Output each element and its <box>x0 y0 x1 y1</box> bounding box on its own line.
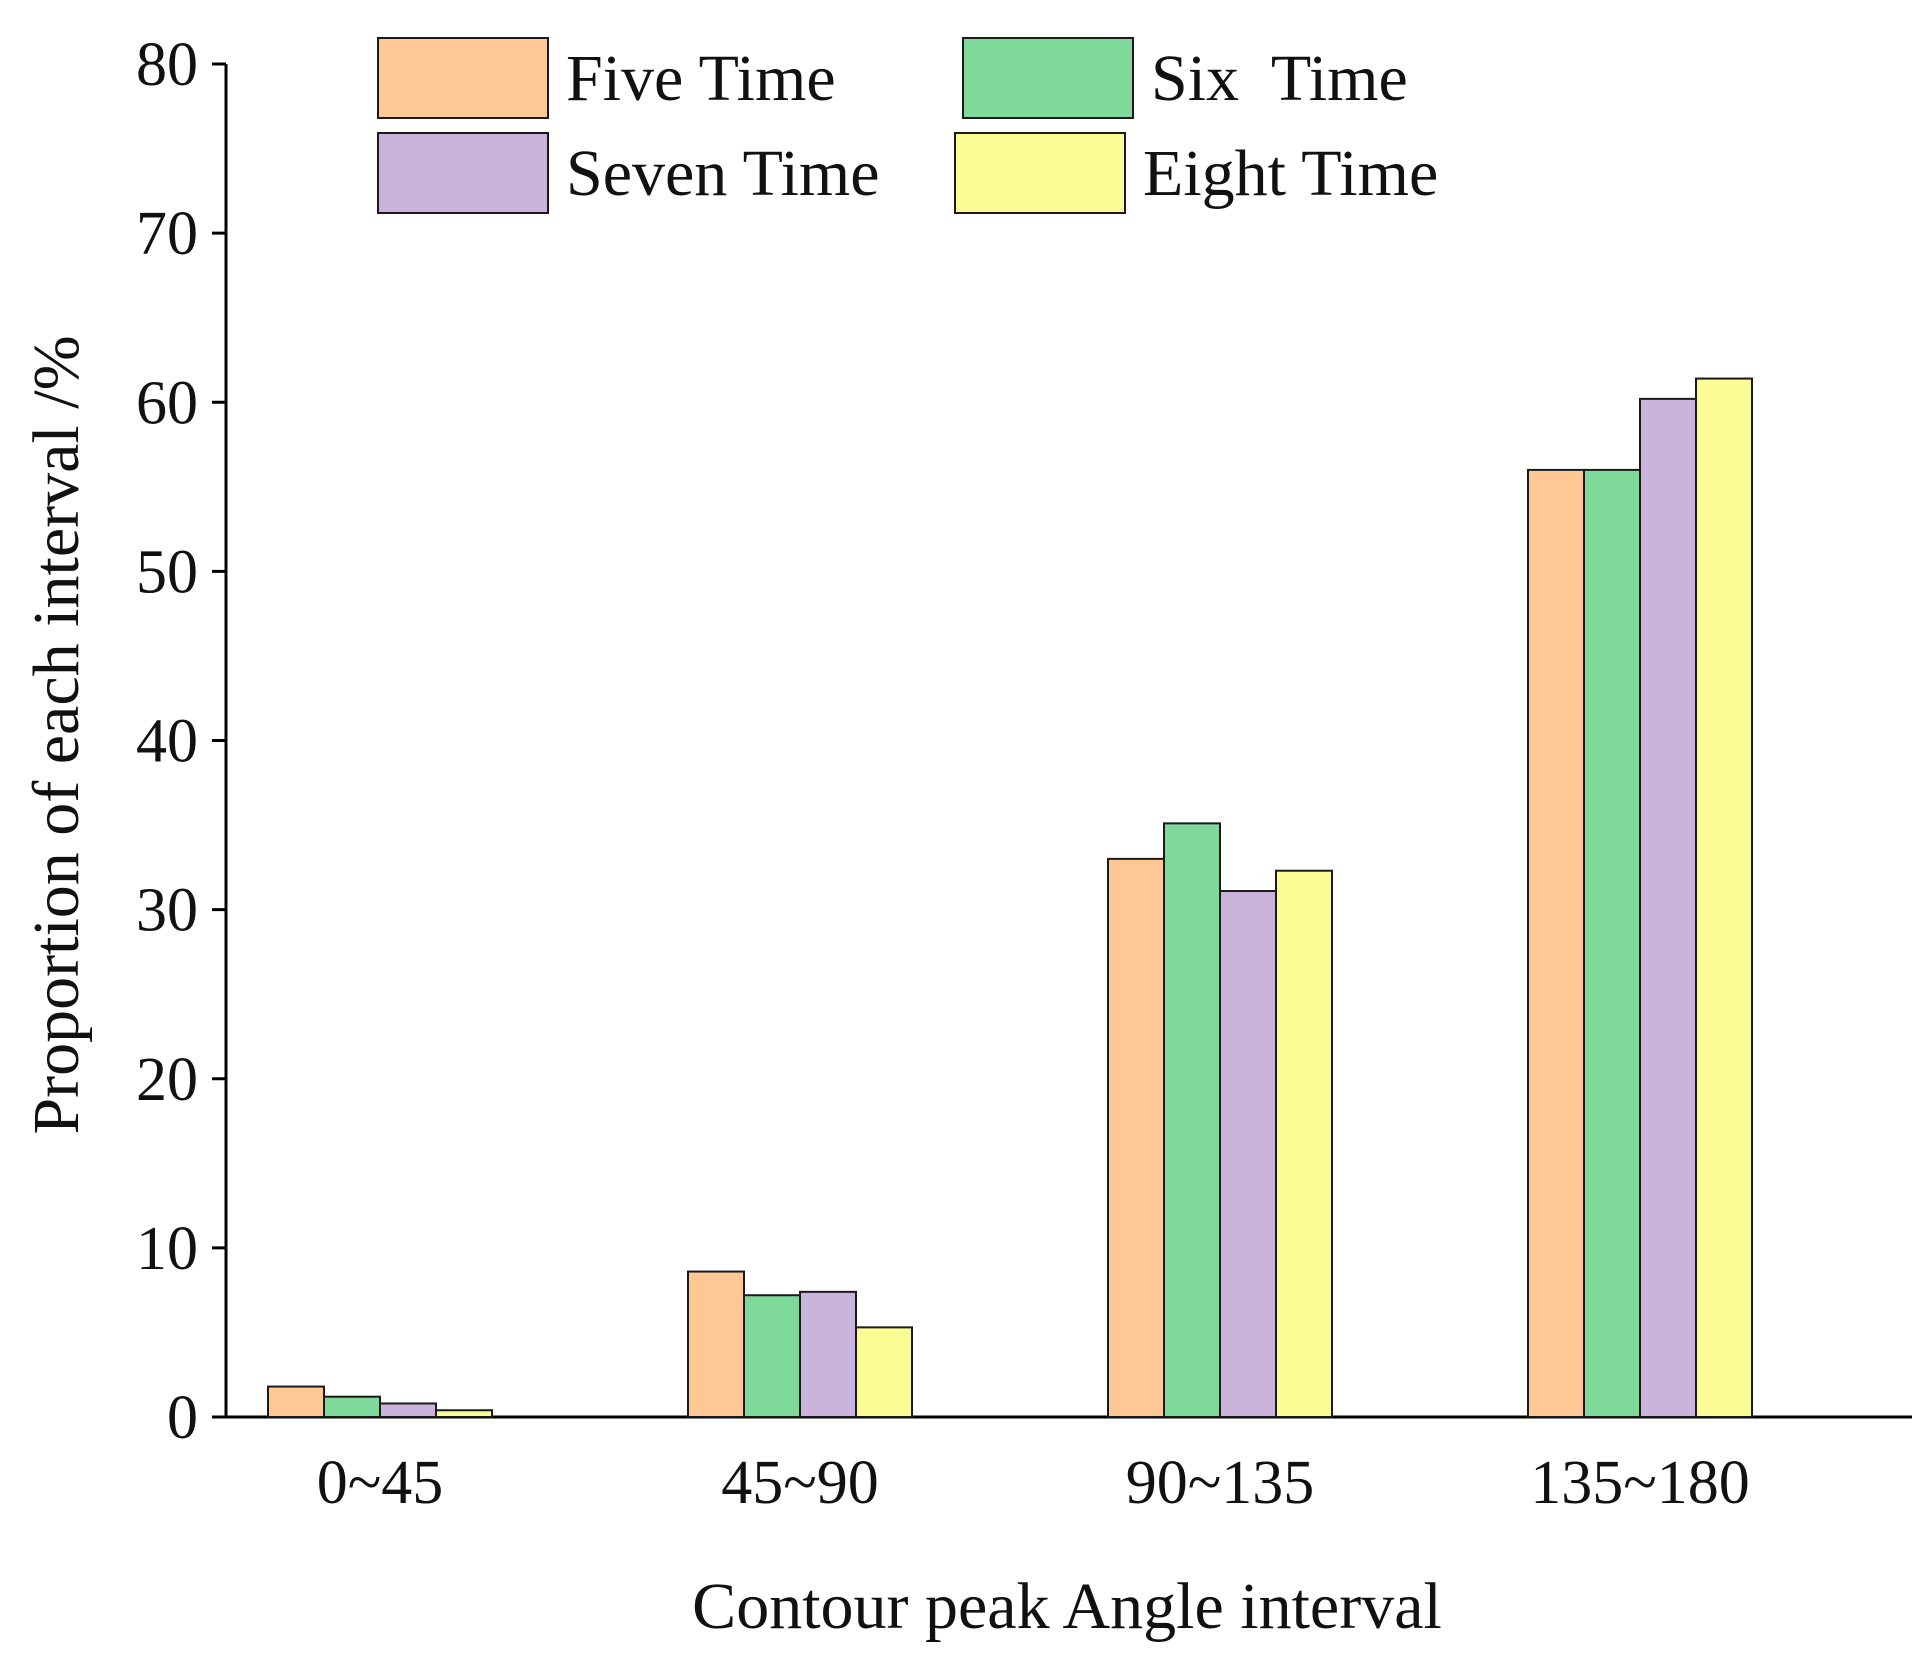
y-tick-label: 10 <box>136 1215 198 1283</box>
bar-4-1 <box>435 1409 493 1418</box>
bar-3-3 <box>1219 890 1277 1418</box>
bar-2-2 <box>743 1294 801 1418</box>
bar-1-2 <box>687 1270 745 1418</box>
bar-3-2 <box>799 1290 857 1419</box>
legend-label-3: Seven Time <box>566 137 880 210</box>
bar-4-2 <box>855 1326 913 1419</box>
x-tick-label: 0~45 <box>317 1449 444 1517</box>
bar-2-3 <box>1163 822 1221 1418</box>
legend-swatch-3 <box>377 132 549 214</box>
y-tick-label: 30 <box>136 877 198 945</box>
bar-3-4 <box>1639 397 1697 1418</box>
x-axis-title: Contour peak Angle interval <box>692 1570 1442 1643</box>
x-tick-label: 45~90 <box>721 1449 879 1517</box>
bar-4-4 <box>1695 377 1753 1418</box>
x-tick-labels: 0~45 45~90 90~135 135~180 <box>317 1449 1750 1517</box>
legend-label-2: Six Time <box>1151 42 1408 115</box>
x-tick-label: 135~180 <box>1530 1449 1750 1517</box>
y-tick-label: 80 <box>136 31 198 99</box>
y-axis-title: Proportion of each interval /% <box>20 335 93 1134</box>
bars <box>267 377 1753 1419</box>
legend-swatch-4 <box>954 132 1126 214</box>
bar-4-3 <box>1275 869 1333 1418</box>
legend-swatch-2 <box>962 37 1134 119</box>
y-tick-label: 40 <box>136 708 198 776</box>
y-tick-label: 50 <box>136 538 198 606</box>
bar-1-4 <box>1527 468 1585 1418</box>
y-tick-label: 70 <box>136 200 198 268</box>
legend-label-1: Five Time <box>566 42 836 115</box>
legend: Five Time Six Time Seven Time Eight Time <box>377 37 1438 214</box>
bar-3-1 <box>379 1402 437 1418</box>
y-tick-label: 20 <box>136 1046 198 1114</box>
bar-1-1 <box>267 1385 325 1418</box>
y-tick-labels: 0 10 20 30 40 50 60 70 80 <box>136 31 198 1452</box>
y-tick-label: 60 <box>136 369 198 437</box>
bar-1-3 <box>1107 857 1165 1418</box>
y-tick-label: 0 <box>167 1384 198 1452</box>
legend-swatch-1 <box>377 37 549 119</box>
x-tick-label: 90~135 <box>1126 1449 1315 1517</box>
bar-2-1 <box>323 1395 381 1418</box>
bar-2-4 <box>1583 468 1641 1418</box>
legend-label-4: Eight Time <box>1143 137 1438 210</box>
